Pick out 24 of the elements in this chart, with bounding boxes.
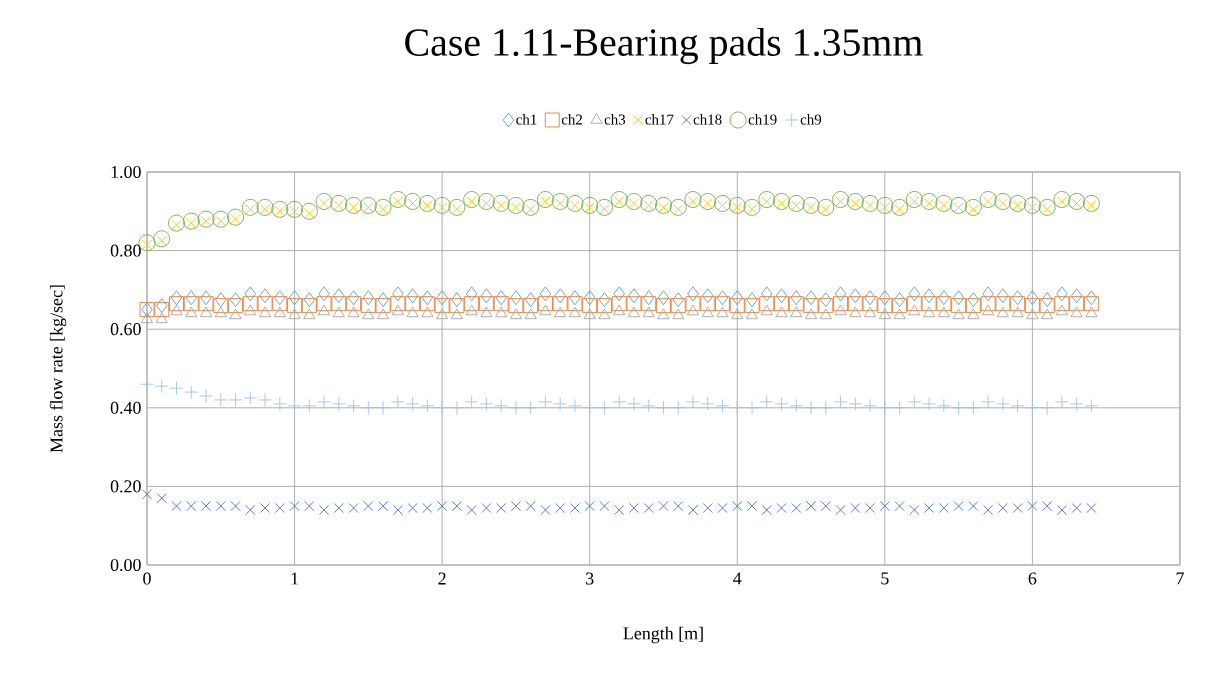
x-tick-label: 3 [586, 572, 594, 585]
x-tick-label: 1 [291, 572, 298, 585]
legend-label: ch18 [693, 114, 722, 125]
legend-label: ch17 [645, 114, 674, 125]
legend-label: ch3 [604, 114, 626, 125]
x-tick-label: 6 [1028, 572, 1037, 585]
y-tick-label: 0.80 [110, 244, 141, 257]
x-tick-label: 2 [438, 572, 446, 585]
x-axis-title: Length [m] [623, 626, 703, 644]
y-tick-label: 0.60 [110, 323, 141, 336]
y-tick-label: 0.40 [110, 401, 141, 414]
x-tick-label: 0 [143, 572, 151, 585]
legend-label: ch2 [561, 114, 583, 125]
chart-title: Case 1.11-Bearing pads 1.35mm [405, 27, 923, 65]
x-tick-label: 7 [1176, 572, 1184, 585]
y-axis-title: Mass flow rate [kg/sec] [49, 285, 67, 453]
x-tick-label: 4 [733, 572, 742, 585]
legend-label: ch1 [516, 114, 537, 125]
y-tick-label: 0.20 [110, 480, 141, 493]
y-tick-label: 0.00 [110, 558, 141, 572]
legend-label: ch19 [748, 114, 777, 125]
legend-label: ch9 [800, 114, 822, 125]
y-tick-label: 1.00 [111, 165, 141, 179]
x-tick-label: 5 [881, 572, 889, 585]
